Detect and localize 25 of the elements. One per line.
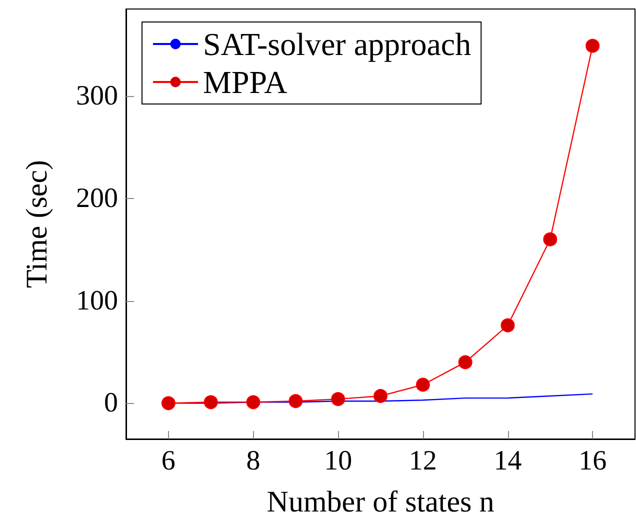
legend-label: MPPA <box>203 64 288 100</box>
point <box>586 38 600 53</box>
x-tick-label: 8 <box>246 446 260 476</box>
point <box>331 392 346 406</box>
y-axis-title: Time (sec) <box>20 160 54 288</box>
point <box>204 395 218 410</box>
x-axis-title: Number of states n <box>266 486 494 518</box>
point <box>458 355 472 370</box>
point <box>161 396 176 410</box>
point <box>246 395 260 410</box>
x-tick-label: 6 <box>161 446 176 476</box>
point <box>416 378 430 392</box>
point <box>500 318 515 332</box>
point <box>288 394 303 408</box>
point <box>374 389 388 403</box>
y-tick-label: 0 <box>104 388 118 419</box>
legend-label: SAT-solver approach <box>203 26 472 62</box>
y-tick-label: 300 <box>76 80 118 112</box>
y-tick-label: 200 <box>76 182 118 214</box>
y-tick-label: 100 <box>76 285 118 316</box>
x-tick-label: 12 <box>408 446 437 476</box>
x-tick-label: 16 <box>578 446 607 476</box>
point <box>543 232 558 246</box>
x-tick-label: 14 <box>494 446 522 476</box>
x-tick-label: 10 <box>324 446 352 476</box>
